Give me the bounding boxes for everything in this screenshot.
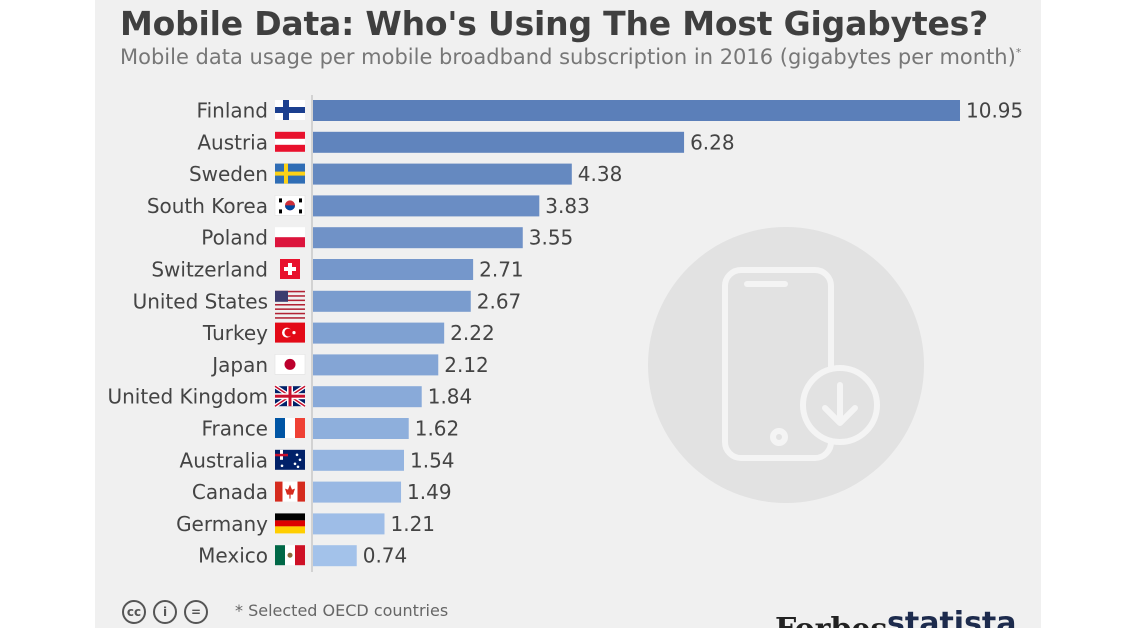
category-label: United States: [133, 289, 268, 313]
bar-row: Austria 6.28: [197, 130, 734, 154]
bar: [313, 100, 960, 121]
infographic-panel: Mobile Data: Who's Using The Most Gigaby…: [95, 0, 1041, 628]
japan-flag-icon: [274, 354, 306, 375]
value-label: 6.28: [690, 130, 735, 154]
switzerland-flag-icon: [280, 259, 300, 279]
bar: [313, 545, 357, 567]
bar: [313, 131, 685, 153]
bar: [313, 513, 385, 535]
value-label: 2.71: [479, 258, 524, 282]
bar: [313, 195, 540, 217]
bar-chart: Finland 10.95 Austria 6.28 Sweden 4.38 South K…: [107, 95, 1024, 572]
value-label: 2.12: [444, 353, 489, 377]
bar-row: United States 2.67: [133, 289, 522, 319]
united-states-flag-icon: [275, 290, 305, 319]
chart-subtitle: Mobile data usage per mobile broadband s…: [120, 45, 1021, 69]
bar-row: Australia 1.54: [180, 448, 455, 472]
bar: [313, 227, 523, 249]
bar: [313, 163, 572, 185]
bar: [313, 449, 404, 471]
bar: [313, 481, 402, 503]
finland-flag-icon: [275, 100, 305, 120]
bar-row: South Korea 3.83: [147, 194, 590, 218]
forbes-logo: Forbes: [775, 612, 887, 628]
value-label: 1.54: [410, 448, 455, 472]
france-flag-icon: [275, 418, 305, 438]
value-label: 4.38: [578, 162, 623, 186]
value-label: 3.55: [529, 226, 574, 250]
bar-row: Sweden 4.38: [189, 162, 622, 186]
value-label: 2.67: [477, 289, 522, 313]
no-derivatives-icon: =: [184, 600, 208, 624]
bar-row: Poland 3.55: [201, 226, 573, 250]
bar-row: Canada 1.49: [192, 480, 452, 504]
value-label: 1.21: [390, 512, 435, 536]
bar-row: Japan 2.12: [210, 353, 489, 377]
bar-row: United Kingdom 1.84: [107, 384, 473, 409]
bar-row: Mexico 0.74: [198, 544, 407, 568]
value-label: 0.74: [363, 544, 408, 568]
bar: [313, 354, 439, 376]
bar-row: Germany 1.21: [176, 512, 435, 536]
south-korea-flag-icon: [274, 195, 306, 216]
australia-flag-icon: [275, 449, 305, 470]
category-label: France: [201, 417, 268, 441]
category-label: Sweden: [189, 162, 268, 186]
bar: [313, 259, 474, 280]
bar-row: France 1.62: [201, 417, 459, 441]
subtitle-text: Mobile data usage per mobile broadband s…: [120, 45, 1016, 69]
value-label: 1.84: [428, 385, 473, 409]
poland-flag-icon: [275, 227, 305, 248]
sweden-flag-icon: [275, 163, 305, 184]
attribution-icon: i: [153, 600, 177, 624]
value-label: 2.22: [450, 321, 495, 345]
value-label: 3.83: [545, 194, 590, 218]
category-label: Austria: [197, 130, 268, 154]
category-label: South Korea: [147, 194, 268, 218]
phone-download-icon: [648, 227, 924, 503]
germany-flag-icon: [275, 513, 305, 534]
bar: [313, 418, 409, 439]
austria-flag-icon: [275, 131, 305, 152]
value-label: 10.95: [966, 99, 1023, 123]
united-kingdom-flag-icon: [273, 384, 307, 408]
category-label: Germany: [176, 512, 268, 536]
bar: [313, 290, 471, 312]
category-label: Mexico: [198, 544, 268, 568]
subtitle-mark: *: [1015, 46, 1022, 59]
footnote: * Selected OECD countries: [235, 601, 449, 620]
bar-row: Finland 10.95: [197, 99, 1024, 123]
category-label: Turkey: [202, 321, 268, 345]
mexico-flag-icon: [275, 545, 305, 566]
category-label: Switzerland: [151, 258, 268, 282]
chart-title: Mobile Data: Who's Using The Most Gigaby…: [120, 4, 989, 43]
category-label: Finland: [197, 99, 268, 123]
category-label: Australia: [180, 448, 268, 472]
bar-row: Switzerland 2.71: [151, 258, 523, 282]
category-label: United Kingdom: [107, 385, 268, 409]
category-label: Canada: [192, 480, 268, 504]
bar: [313, 322, 445, 344]
value-label: 1.49: [407, 480, 452, 504]
canada-flag-icon: [275, 481, 305, 502]
bar-row: Turkey 2.22: [202, 321, 495, 345]
value-label: 1.62: [415, 417, 460, 441]
creative-commons-icon: cc: [122, 600, 146, 624]
bar: [313, 386, 422, 408]
statista-logo: statista: [887, 606, 1017, 628]
category-label: Poland: [201, 226, 268, 250]
turkey-flag-icon: [275, 322, 305, 343]
category-label: Japan: [210, 353, 268, 377]
